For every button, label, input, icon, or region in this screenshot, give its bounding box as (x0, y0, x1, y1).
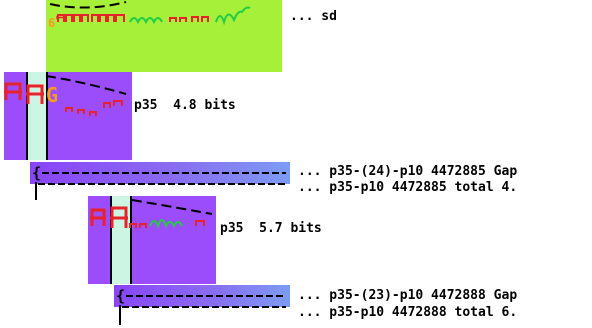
svg-text:G: G (46, 83, 58, 107)
row-label-p35-5.7-bits: p35 5.7 bits (220, 221, 322, 236)
gap-bar-1 (30, 162, 290, 184)
logo-glyphs-2: G (4, 75, 127, 116)
logo-glyphs-3 (90, 199, 213, 229)
row-label-sd: ... sd (290, 9, 337, 24)
gap-bracket-icon-2: { (116, 287, 286, 325)
row-label-p35-4.8-bits: p35 4.8 bits (134, 98, 236, 113)
row-label-gap-1: ... p35-(24)-p10 4472885 Gap (298, 164, 518, 179)
svg-text:{: { (32, 164, 41, 182)
svg-text:{: { (116, 287, 125, 305)
svg-text:ꟷ: ꟷ (56, 11, 66, 25)
row-label-total-2: ... p35-p10 4472888 total 6. (298, 305, 518, 320)
sequence-logo-block-2 (4, 72, 132, 160)
row-label-total-1: ... p35-p10 4472885 total 4. (298, 180, 518, 195)
gap-bracket-icon-1: { (32, 164, 286, 200)
svg-text:6: 6 (48, 16, 55, 30)
row-label-gap-2: ... p35-(23)-p10 4472888 Gap (298, 288, 518, 303)
logo-glyphs-1: 6 ꟷ (48, 1, 251, 30)
